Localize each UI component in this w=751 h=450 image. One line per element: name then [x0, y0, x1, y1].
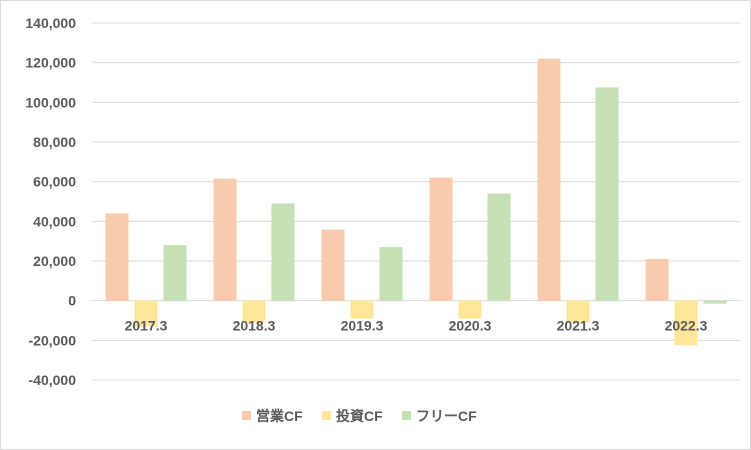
gridlines: [92, 22, 740, 381]
bar-フリーCF: [271, 203, 295, 301]
x-tick-label: 2018.3: [233, 318, 276, 334]
x-tick-label: 2017.3: [125, 318, 168, 334]
x-tick-label: 2019.3: [341, 318, 384, 334]
x-tick-label: 2020.3: [449, 318, 492, 334]
bar-投資CF: [350, 300, 374, 319]
bar-フリーCF: [595, 87, 619, 301]
bar-投資CF: [134, 300, 158, 327]
legend-label: 投資CF: [336, 408, 383, 424]
x-axis-ticks: 2017.3 2018.3 2019.3 2020.3 2021.3 2022.3: [125, 318, 708, 334]
y-tick-label: 140,000: [25, 15, 76, 31]
bar-営業CF: [321, 229, 345, 301]
bar-フリーCF: [163, 245, 187, 301]
legend-label: 営業CF: [256, 408, 303, 424]
y-tick-label: 120,000: [25, 55, 76, 71]
legend-label: フリーCF: [416, 408, 477, 424]
bar-投資CF: [674, 300, 698, 346]
legend-swatch: [322, 411, 331, 420]
x-tick-label: 2021.3: [557, 318, 600, 334]
bar-フリーCF: [487, 193, 511, 301]
legend: 営業CF 投資CF フリーCF: [242, 408, 477, 424]
legend-swatch: [402, 411, 411, 420]
y-tick-label: 80,000: [33, 134, 76, 150]
x-tick-label: 2022.3: [665, 318, 708, 334]
legend-swatch: [242, 411, 251, 420]
bar-フリーCF: [703, 300, 727, 304]
y-axis-ticks: 140,000 120,000 100,000 80,000 60,000 40,000 2…: [25, 15, 76, 388]
bars: [105, 58, 727, 346]
bar-営業CF: [429, 177, 453, 301]
bar-投資CF: [566, 300, 590, 323]
y-tick-label: -40,000: [29, 372, 77, 388]
y-tick-label: 40,000: [33, 213, 76, 229]
bar-投資CF: [242, 300, 266, 323]
y-tick-label: 100,000: [25, 94, 76, 110]
bar-営業CF: [537, 58, 561, 301]
y-tick-label: 20,000: [33, 253, 76, 269]
bar-営業CF: [105, 213, 129, 301]
bar-営業CF: [213, 178, 237, 301]
bar-フリーCF: [379, 247, 403, 301]
bar-投資CF: [458, 300, 482, 319]
bar-営業CF: [645, 259, 669, 301]
y-tick-label: 0: [68, 293, 76, 309]
y-tick-label: -20,000: [29, 332, 77, 348]
y-tick-label: 60,000: [33, 174, 76, 190]
